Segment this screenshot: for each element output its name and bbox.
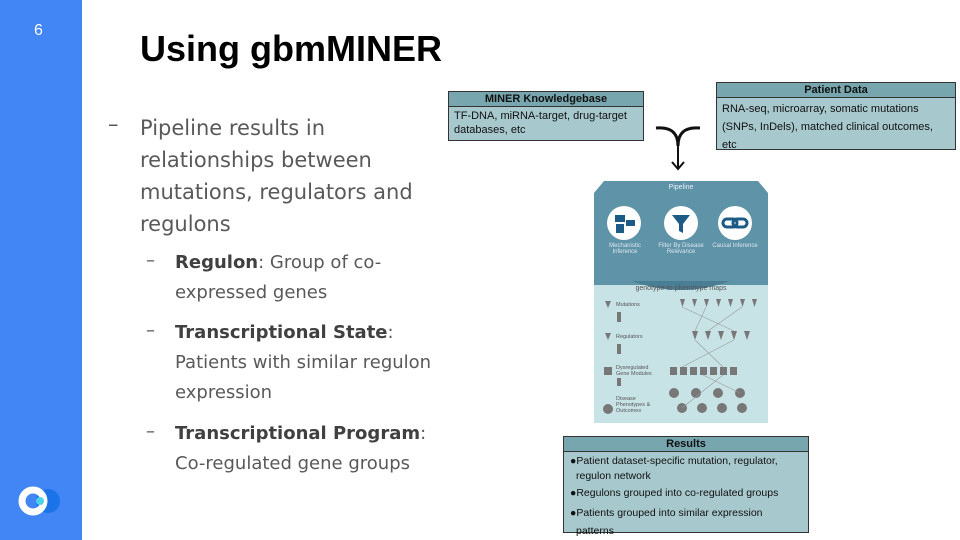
sub-bullet-regulon: Regulon: Group of co-expressed genes xyxy=(175,252,382,303)
sub-bullet-state: Transcriptional State: Patients with sim… xyxy=(175,322,432,403)
sidebar-band: 6 xyxy=(0,0,82,540)
map-level: Regulators xyxy=(616,334,643,340)
slide-title: Using gbmMINER xyxy=(140,28,442,69)
sub-bullet-dash: – xyxy=(146,250,155,271)
map-level: Disease Phenotypes & Outcomes xyxy=(616,396,651,414)
pipeline-diagram: Pipeline Mechanistic Inference Filter By… xyxy=(592,181,770,423)
map-level: Mutations xyxy=(616,302,640,308)
bullet-main: Pipeline results in relationships betwee… xyxy=(140,116,413,236)
map-level: Dysregulated Gene Modules xyxy=(616,365,652,377)
result-item: ●Regulons grouped into co-regulated grou… xyxy=(570,487,779,499)
sub-bullet-dash: – xyxy=(146,421,155,442)
sub-bullet-program: Transcriptional Program: Co-regulated ge… xyxy=(175,423,427,474)
result-item: ●Patients grouped into similar expressio… xyxy=(570,507,763,537)
pipeline-step: Mechanistic Inference xyxy=(609,243,641,255)
knowledgebase-box: MINER Knowledgebase TF-DNA, miRNA-target… xyxy=(448,91,644,141)
pipeline-step: Filter By Disease Relevance xyxy=(658,243,704,255)
patient-data-box: Patient Data RNA-seq, microarray, somati… xyxy=(716,82,956,151)
sub-bullet-dash: – xyxy=(146,320,155,341)
pipeline-step: Causal Inference xyxy=(712,243,758,249)
bullet-dash: – xyxy=(108,112,119,136)
pipeline-title: Pipeline xyxy=(668,184,694,191)
results-box: Results ●Patient dataset-specific mutati… xyxy=(563,436,809,537)
map-title: genotype-to-phenotype maps xyxy=(635,285,727,292)
logo-icon xyxy=(18,486,60,516)
result-item: ●Patient dataset-specific mutation, regu… xyxy=(570,455,778,482)
page-number: 6 xyxy=(34,22,43,39)
merge-arrow-icon xyxy=(655,126,701,171)
